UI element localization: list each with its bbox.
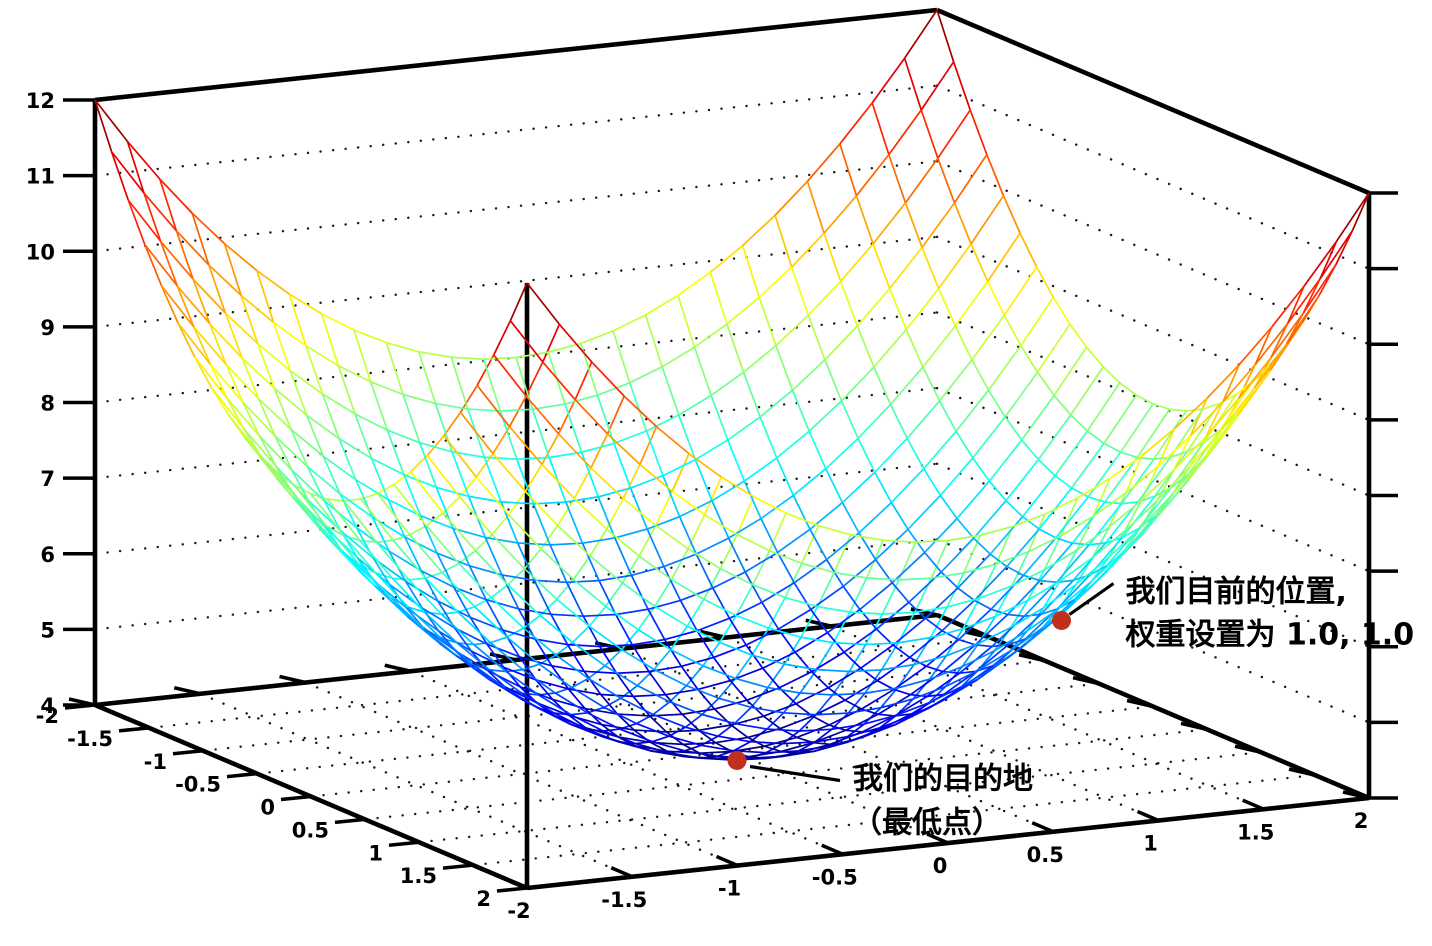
y-tick-label: 1.5 (400, 864, 437, 888)
annotation-leader-line (749, 764, 841, 783)
y-tick-label: -1.5 (67, 727, 113, 751)
marker-current-position (1052, 611, 1071, 630)
y-tick-label: 1 (368, 841, 383, 865)
z-tick-label: 11 (26, 165, 55, 189)
z-tick-label: 9 (40, 316, 55, 340)
x-tick-label: 1 (1143, 832, 1158, 856)
z-tick-label: 7 (40, 467, 55, 491)
x-tick-label: 1.5 (1237, 820, 1274, 844)
x-tick-label: 2 (1354, 809, 1369, 833)
y-tick-label: -2 (36, 704, 59, 728)
annotation-text-destination-line2: （最低点） (852, 806, 1002, 841)
annotation-text-current-position-line1: 我们目前的位置, (1126, 575, 1347, 610)
y-tick-label: 0 (260, 796, 275, 820)
z-tick-label: 5 (40, 618, 55, 642)
x-tick-label: -1 (718, 877, 741, 901)
annotation-destination: 我们的目的地 （最低点） (727, 751, 1033, 841)
x-tick-label: -0.5 (812, 865, 858, 889)
x-tick-label: -1.5 (601, 888, 647, 912)
annotation-text-destination-line1: 我们的目的地 (853, 762, 1033, 797)
z-tick-label: 6 (40, 543, 55, 567)
axis-ticks (63, 98, 1398, 893)
y-tick-label: -1 (144, 750, 167, 774)
z-tick-label: 12 (26, 89, 55, 113)
x-tick-label: 0 (933, 854, 948, 878)
y-tick-label: 2 (476, 887, 491, 911)
wall-grid (93, 84, 1371, 724)
x-tick-label: 0.5 (1027, 843, 1064, 867)
surface-mesh (94, 9, 1370, 761)
annotation-leader-line (1068, 582, 1115, 616)
annotation-text-current-position-line2: 权重设置为 1.0, 1.0 (1125, 618, 1415, 653)
y-tick-label: -0.5 (175, 773, 221, 797)
z-tick-label: 10 (26, 240, 55, 264)
z-tick-label: 4 (40, 694, 55, 718)
annotation-current-position: 我们目前的位置, 权重设置为 1.0, 1.0 (1052, 575, 1414, 653)
y-tick-label: 0.5 (292, 818, 329, 842)
z-tick-label: 8 (40, 392, 55, 416)
marker-destination (727, 751, 747, 770)
x-tick-label: -2 (507, 899, 530, 923)
